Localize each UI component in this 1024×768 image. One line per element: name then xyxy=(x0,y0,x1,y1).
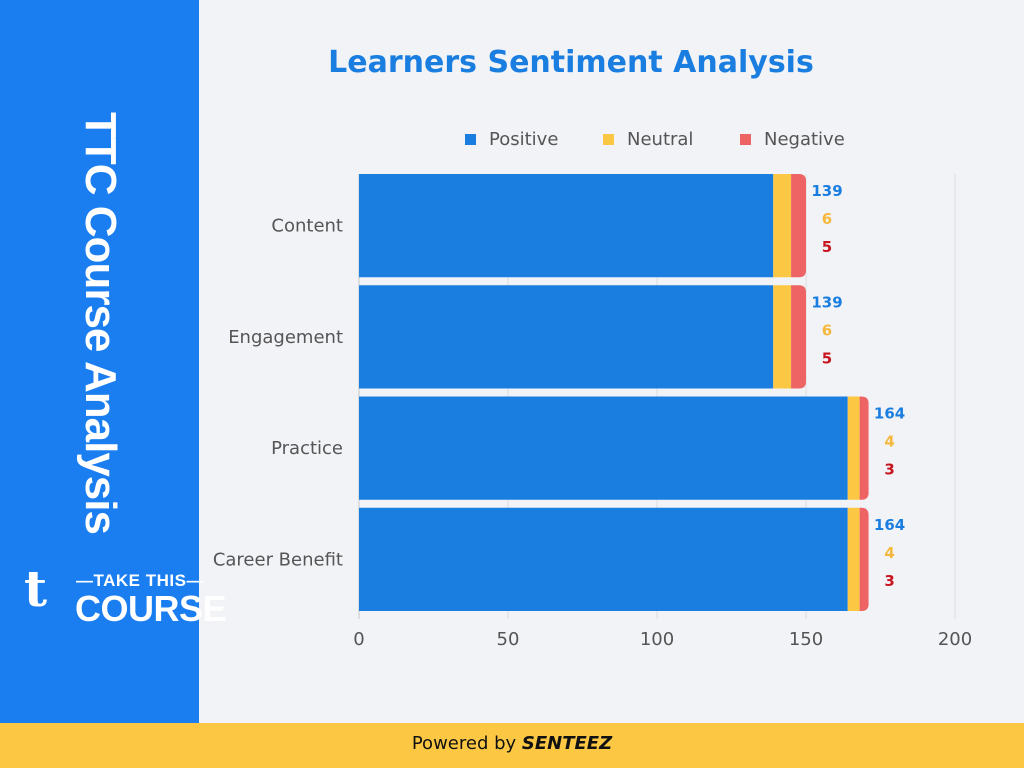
bar-segment-neutral xyxy=(847,507,860,611)
sentiment-chart: Learners Sentiment Analysis Positive Neut… xyxy=(213,45,972,650)
legend-label: Negative xyxy=(764,129,845,150)
legend-label: Positive xyxy=(489,129,558,150)
data-label-neutral: 4 xyxy=(884,544,894,562)
data-label-positive: 139 xyxy=(811,182,842,200)
data-label-neutral: 6 xyxy=(822,210,832,228)
logo-mark-icon: t xyxy=(24,559,48,618)
data-label-neutral: 6 xyxy=(822,321,832,339)
x-tick-label: 50 xyxy=(497,629,520,650)
legend-swatch xyxy=(603,134,614,145)
logo-line-1: —TAKE THIS— xyxy=(76,571,204,590)
data-label-positive: 164 xyxy=(874,405,905,423)
legend-swatch xyxy=(465,134,476,145)
bar-segment-neutral xyxy=(773,174,792,278)
bar-segment-negative xyxy=(791,285,806,389)
x-tick-label: 100 xyxy=(640,629,674,650)
data-label-negative: 3 xyxy=(884,461,894,479)
x-tick-label: 150 xyxy=(789,629,823,650)
bar-segment-negative xyxy=(859,396,869,500)
x-tick-label: 200 xyxy=(938,629,972,650)
category-label: Engagement xyxy=(228,327,343,348)
data-label-positive: 139 xyxy=(811,293,842,311)
bar-segment-positive xyxy=(359,507,848,611)
bar-segment-neutral xyxy=(773,285,792,389)
bar-segment-positive xyxy=(359,285,774,389)
data-label-positive: 164 xyxy=(874,516,905,534)
category-label: Practice xyxy=(271,438,343,459)
chart-legend: Positive Neutral Negative xyxy=(465,129,845,150)
data-label-negative: 5 xyxy=(822,349,832,367)
legend-label: Neutral xyxy=(627,129,693,150)
sidebar-panel: TTC Course Analysis t —TAKE THIS— COURSE xyxy=(0,0,227,723)
footer-text: Powered by SENTEEZ xyxy=(0,733,1024,754)
logo-line-2: COURSE xyxy=(75,588,227,629)
category-label: Content xyxy=(271,216,343,237)
chart-title: Learners Sentiment Analysis xyxy=(328,45,814,80)
bar-segment-neutral xyxy=(847,396,860,500)
bar-segment-negative xyxy=(859,507,869,611)
data-label-neutral: 4 xyxy=(884,433,894,451)
footer-bar: Powered by SENTEEZ xyxy=(0,723,1024,768)
data-label-negative: 5 xyxy=(822,238,832,256)
footer-prefix: Powered by xyxy=(411,733,522,754)
x-tick-label: 0 xyxy=(353,629,364,650)
footer-brand: SENTEEZ xyxy=(521,733,613,754)
data-label-negative: 3 xyxy=(884,572,894,590)
bar-segment-negative xyxy=(791,174,806,278)
chart-bars xyxy=(359,174,869,611)
bar-segment-positive xyxy=(359,396,848,500)
chart-labels: Content 139 6 5 Engagement 139 6 5 Practice 164 4 3… xyxy=(213,182,905,590)
bar-segment-positive xyxy=(359,174,774,278)
category-label: Career Benefit xyxy=(213,549,343,570)
legend-swatch xyxy=(740,134,751,145)
